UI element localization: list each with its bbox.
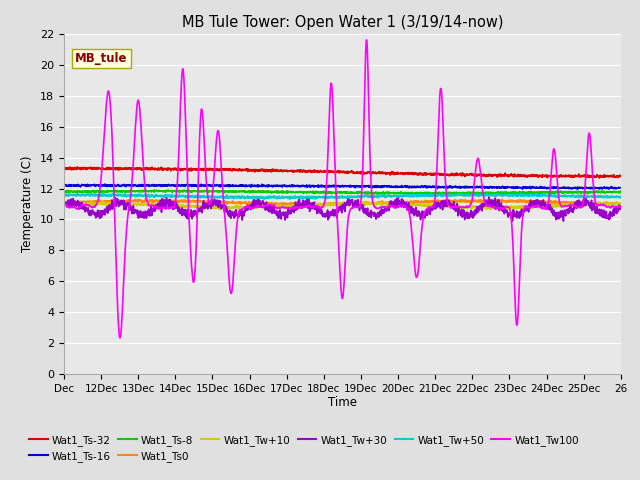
Wat1_Tw+50 <box>617 194 625 200</box>
Wat1_Tw+30 <box>331 209 339 215</box>
Line: Wat1_Ts-8: Wat1_Ts-8 <box>64 190 621 194</box>
Wat1_Ts-16 <box>316 183 324 189</box>
Line: Wat1_Tw+30: Wat1_Tw+30 <box>64 197 621 221</box>
Wat1_Tw+50 <box>60 193 68 199</box>
Wat1_Ts-32 <box>316 168 324 174</box>
Text: MB_tule: MB_tule <box>75 52 127 65</box>
Wat1_Ts-16 <box>101 181 109 187</box>
Wat1_Ts-8 <box>602 190 609 195</box>
Wat1_Ts0 <box>317 202 324 207</box>
Wat1_Tw+50 <box>286 196 294 202</box>
Wat1_Tw+30 <box>559 218 567 224</box>
Wat1_Tw+30 <box>60 204 68 210</box>
Wat1_Ts0 <box>602 201 609 206</box>
Line: Wat1_Tw+50: Wat1_Tw+50 <box>64 193 621 199</box>
Title: MB Tule Tower: Open Water 1 (3/19/14-now): MB Tule Tower: Open Water 1 (3/19/14-now… <box>182 15 503 30</box>
Wat1_Ts0 <box>88 199 96 204</box>
Wat1_Tw+10 <box>316 201 324 207</box>
Wat1_Ts-16 <box>601 185 609 191</box>
Wat1_Tw+30 <box>602 212 609 217</box>
Wat1_Ts-32 <box>89 167 97 172</box>
Wat1_Ts-8 <box>601 190 609 196</box>
Wat1_Tw+30 <box>88 207 96 213</box>
Wat1_Ts-32 <box>595 175 603 181</box>
Wat1_Ts-16 <box>499 184 506 190</box>
Wat1_Tw+10 <box>60 202 68 207</box>
Wat1_Tw100 <box>331 165 339 171</box>
Y-axis label: Temperature (C): Temperature (C) <box>22 156 35 252</box>
Wat1_Ts-8 <box>60 189 68 194</box>
Wat1_Ts-16 <box>617 185 625 191</box>
Line: Wat1_Tw100: Wat1_Tw100 <box>64 40 621 338</box>
Wat1_Tw+10 <box>499 204 507 209</box>
Wat1_Ts-8 <box>316 189 324 195</box>
Wat1_Ts0 <box>60 200 68 206</box>
Wat1_Tw+50 <box>332 194 339 200</box>
Wat1_Ts-8 <box>331 191 339 196</box>
Wat1_Ts-32 <box>331 170 339 176</box>
Wat1_Tw100 <box>316 205 324 211</box>
Wat1_Ts0 <box>499 199 507 204</box>
Wat1_Tw100 <box>602 203 609 209</box>
Wat1_Ts-32 <box>602 173 609 179</box>
Wat1_Ts0 <box>142 196 150 202</box>
Wat1_Tw+50 <box>601 194 609 200</box>
Wat1_Ts0 <box>291 203 299 208</box>
Wat1_Ts0 <box>617 201 625 206</box>
Wat1_Ts0 <box>601 200 609 206</box>
Wat1_Tw100 <box>617 204 625 209</box>
Wat1_Ts-8 <box>428 192 435 197</box>
Legend: Wat1_Ts-32, Wat1_Ts-16, Wat1_Ts-8, Wat1_Ts0, Wat1_Tw+10, Wat1_Tw+30, Wat1_Tw+50,: Wat1_Ts-32, Wat1_Ts-16, Wat1_Ts-8, Wat1_… <box>25 431 583 466</box>
Wat1_Ts-32 <box>617 174 625 180</box>
Wat1_Tw+50 <box>88 192 96 198</box>
Wat1_Tw+50 <box>602 194 609 200</box>
Wat1_Tw+10 <box>601 200 609 206</box>
Wat1_Ts-32 <box>73 164 81 170</box>
Wat1_Ts-8 <box>185 187 193 192</box>
Wat1_Ts-32 <box>601 174 609 180</box>
Wat1_Ts-32 <box>499 173 506 179</box>
Line: Wat1_Ts-32: Wat1_Ts-32 <box>64 167 621 178</box>
Wat1_Tw+10 <box>363 199 371 204</box>
Wat1_Tw100 <box>88 204 96 210</box>
Wat1_Tw100 <box>60 201 68 207</box>
Wat1_Tw+10 <box>617 202 625 208</box>
Wat1_Ts-16 <box>88 182 96 188</box>
Line: Wat1_Ts0: Wat1_Ts0 <box>64 199 621 205</box>
Wat1_Tw100 <box>499 206 507 212</box>
Wat1_Ts-16 <box>602 185 609 191</box>
Wat1_Tw+10 <box>602 202 609 208</box>
X-axis label: Time: Time <box>328 396 357 408</box>
Line: Wat1_Ts-16: Wat1_Ts-16 <box>64 184 621 189</box>
Wat1_Tw+50 <box>499 192 507 198</box>
Wat1_Ts-16 <box>60 182 68 188</box>
Line: Wat1_Tw+10: Wat1_Tw+10 <box>64 202 621 209</box>
Wat1_Tw+30 <box>617 204 625 209</box>
Wat1_Tw+30 <box>316 207 324 213</box>
Wat1_Tw+50 <box>317 195 324 201</box>
Wat1_Ts-8 <box>617 188 625 194</box>
Wat1_Tw100 <box>363 37 371 43</box>
Wat1_Tw+30 <box>499 204 506 210</box>
Wat1_Tw+10 <box>88 201 96 206</box>
Wat1_Ts-32 <box>60 165 68 170</box>
Wat1_Ts-16 <box>331 183 339 189</box>
Wat1_Tw100 <box>601 203 609 208</box>
Wat1_Ts-8 <box>88 189 96 194</box>
Wat1_Tw100 <box>116 335 124 341</box>
Wat1_Tw+10 <box>215 206 223 212</box>
Wat1_Tw+50 <box>110 191 118 196</box>
Wat1_Tw+30 <box>601 212 609 218</box>
Wat1_Tw+10 <box>331 200 339 206</box>
Wat1_Ts-8 <box>499 190 507 195</box>
Wat1_Ts-16 <box>518 186 526 192</box>
Wat1_Ts0 <box>332 200 339 206</box>
Wat1_Tw+30 <box>485 194 493 200</box>
